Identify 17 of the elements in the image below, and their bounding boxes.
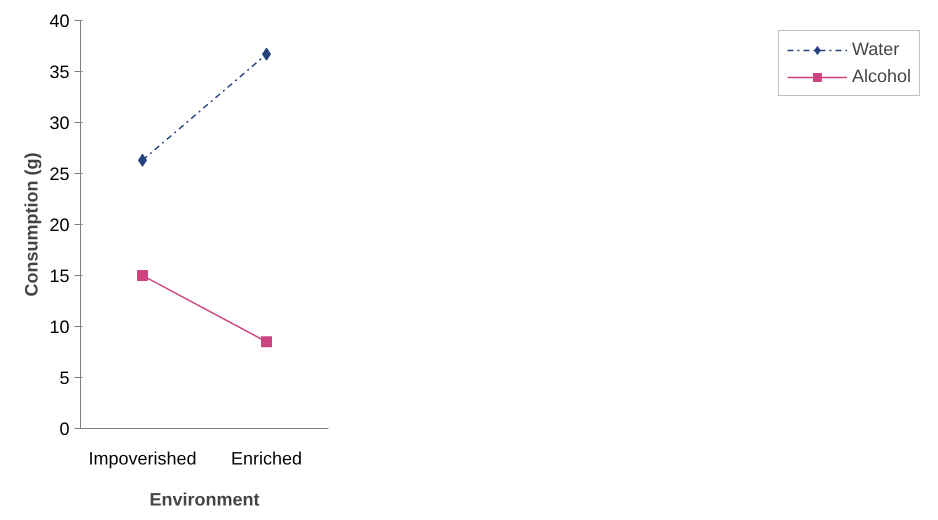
legend-label: Water xyxy=(852,39,900,60)
x-tick-label: Enriched xyxy=(230,448,302,468)
y-tick-label: 20 xyxy=(49,215,70,235)
x-tick-label: Impoverished xyxy=(88,448,197,468)
y-tick-label: 10 xyxy=(49,317,70,337)
y-tick-label: 35 xyxy=(49,62,70,82)
x-axis-title: Environment xyxy=(149,490,260,510)
point xyxy=(137,270,148,281)
y-tick-label: 15 xyxy=(49,266,70,286)
legend-label: Alcohol xyxy=(852,66,911,87)
y-tick-label: 30 xyxy=(49,113,70,133)
y-tick-label: 25 xyxy=(49,164,70,184)
y-axis-title: Consumption (g) xyxy=(21,152,42,296)
y-tick-label: 0 xyxy=(59,419,70,439)
point xyxy=(261,336,272,348)
y-tick-label: 40 xyxy=(49,11,70,31)
y-tick-label: 5 xyxy=(59,368,70,388)
